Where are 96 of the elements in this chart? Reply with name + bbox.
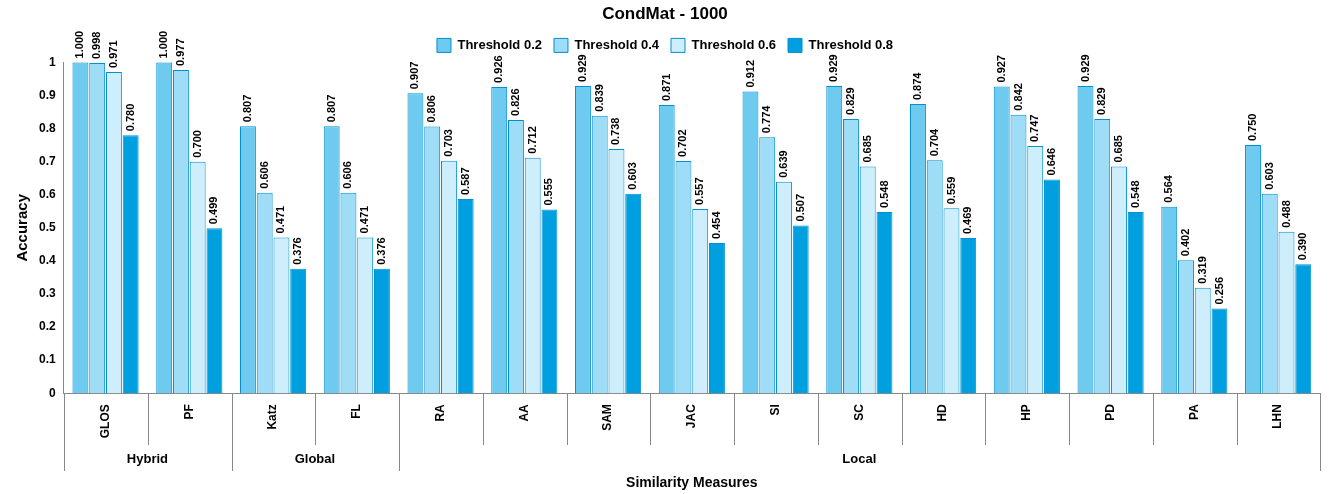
y-axis-title: Accuracy xyxy=(13,193,31,262)
data-label: 0.907 xyxy=(408,61,421,90)
x-tick-label: RA xyxy=(432,403,447,422)
data-label: 0.738 xyxy=(609,117,622,146)
y-tick-label: 0.1 xyxy=(38,352,56,367)
data-label: 0.507 xyxy=(793,193,806,222)
x-tick-label: SAM xyxy=(600,404,615,431)
chart-title: CondMat - 1000 xyxy=(602,3,728,23)
data-label: 0.603 xyxy=(1262,162,1275,190)
data-label: 0.829 xyxy=(844,87,857,115)
data-label: 0.712 xyxy=(525,126,538,154)
x-axis-title: Similarity Measures xyxy=(626,474,758,491)
data-label: 0.606 xyxy=(257,161,270,189)
data-label: 0.871 xyxy=(659,73,672,102)
data-label: 1.000 xyxy=(73,30,86,59)
data-label: 0.912 xyxy=(743,59,756,88)
y-tick-label: 0.9 xyxy=(38,87,56,102)
x-tick-label: JAC xyxy=(684,403,699,429)
data-label: 0.471 xyxy=(274,205,287,234)
y-tick-label: 0.7 xyxy=(38,153,56,168)
data-label: 0.548 xyxy=(877,180,890,208)
data-label: 0.587 xyxy=(458,167,471,196)
legend-label: Threshold 0.6 xyxy=(691,36,777,52)
x-tick-label: PF xyxy=(181,404,196,420)
x-tick-label: Katz xyxy=(265,404,280,430)
x-tick-label: SC xyxy=(851,403,866,421)
data-label: 0.469 xyxy=(961,206,974,235)
legend-label: Threshold 0.8 xyxy=(808,36,894,52)
y-tick-label: 0.8 xyxy=(38,120,56,135)
data-label: 0.750 xyxy=(1246,113,1259,142)
data-label: 0.471 xyxy=(358,205,371,234)
data-label: 0.806 xyxy=(425,95,438,123)
data-label: 0.703 xyxy=(441,129,454,157)
data-label: 0.839 xyxy=(592,84,605,112)
data-label: 0.704 xyxy=(927,127,940,157)
x-tick-label: HD xyxy=(935,403,950,422)
data-label: 0.926 xyxy=(492,55,505,83)
x-tick-label: AA xyxy=(516,403,531,422)
data-label: 0.499 xyxy=(207,196,220,225)
data-label: 0.376 xyxy=(374,237,387,265)
data-label: 0.702 xyxy=(676,129,689,157)
data-label: 0.559 xyxy=(944,176,957,205)
data-label: 0.646 xyxy=(1045,147,1058,176)
data-label: 0.685 xyxy=(860,135,873,163)
data-label: 0.564 xyxy=(1162,174,1175,203)
data-label: 0.555 xyxy=(542,178,555,206)
data-label: 0.454 xyxy=(710,210,722,240)
x-tick-label: FL xyxy=(349,404,364,419)
x-tick-label: GLOS xyxy=(97,404,112,439)
data-label: 0.929 xyxy=(575,54,588,82)
x-tick-label: LHN xyxy=(1270,404,1285,429)
x-tick-label: PA xyxy=(1186,403,1201,420)
data-label: 0.971 xyxy=(106,40,119,68)
data-label: 1.000 xyxy=(157,30,170,59)
legend-label: Threshold 0.2 xyxy=(457,36,542,52)
data-label: 0.557 xyxy=(693,177,706,205)
data-label: 0.977 xyxy=(173,38,186,67)
data-label: 0.842 xyxy=(1011,83,1024,111)
data-label: 0.807 xyxy=(324,94,337,123)
data-label: 0.774 xyxy=(760,104,773,134)
y-tick-label: 0.5 xyxy=(38,220,56,235)
y-tick-label: 1 xyxy=(48,54,56,69)
data-label: 0.685 xyxy=(1112,135,1125,163)
text: Hybrid xyxy=(125,451,169,467)
data-label: 0.780 xyxy=(123,103,136,132)
data-label: 0.390 xyxy=(1296,232,1309,261)
data-label: 0.488 xyxy=(1279,200,1292,228)
data-label: 0.402 xyxy=(1179,228,1192,257)
data-label: 0.829 xyxy=(1095,87,1108,115)
data-label: 0.606 xyxy=(341,161,354,189)
y-tick-label: 0.4 xyxy=(38,253,56,268)
data-label: 0.929 xyxy=(827,54,840,82)
y-tick-label: 0.3 xyxy=(38,286,56,301)
data-label: 0.639 xyxy=(777,150,789,178)
data-label: 0.603 xyxy=(626,162,639,190)
data-label: 0.874 xyxy=(911,71,924,101)
y-tick-label: 0.2 xyxy=(38,319,56,334)
y-tick-label: 0.6 xyxy=(38,187,56,202)
data-label: 0.929 xyxy=(1078,54,1091,82)
legend-label: Threshold 0.4 xyxy=(574,36,660,52)
data-label: 0.807 xyxy=(240,94,253,123)
data-label: 0.998 xyxy=(90,31,103,60)
data-label: 0.747 xyxy=(1028,114,1041,143)
data-label: 0.826 xyxy=(508,88,521,116)
x-tick-label: SI xyxy=(767,404,782,416)
text: Local xyxy=(841,451,878,467)
data-label: 0.927 xyxy=(994,55,1007,83)
text: Global xyxy=(293,451,337,467)
x-tick-label: PD xyxy=(1102,403,1117,421)
data-label: 0.376 xyxy=(291,237,304,265)
x-tick-label: HP xyxy=(1019,404,1034,421)
data-label: 0.700 xyxy=(190,130,203,158)
y-tick-label: 0 xyxy=(48,385,56,400)
data-label: 0.319 xyxy=(1195,256,1208,284)
data-label: 0.548 xyxy=(1128,180,1141,208)
data-label: 0.256 xyxy=(1212,276,1225,305)
